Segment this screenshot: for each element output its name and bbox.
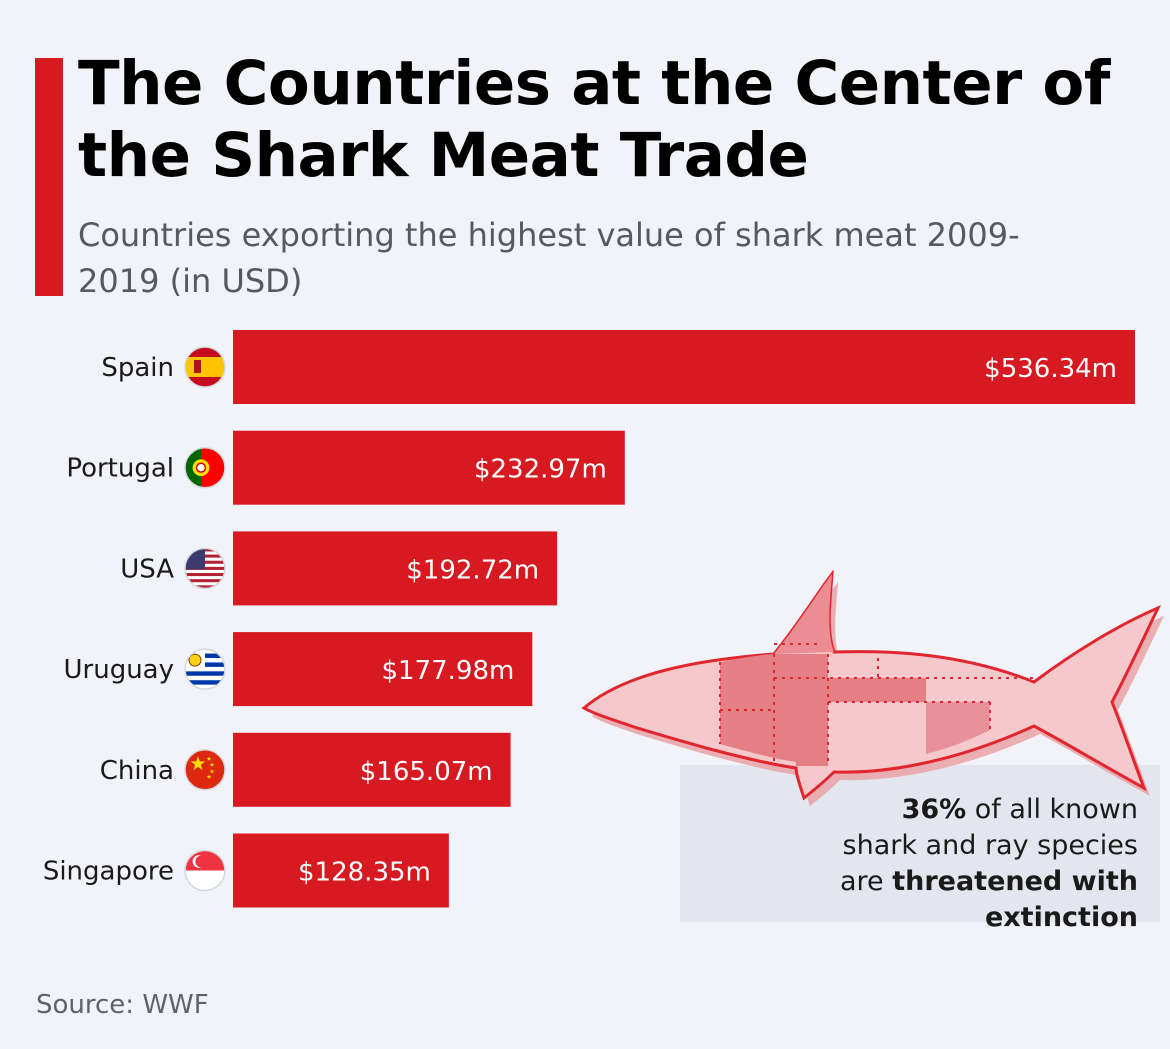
callout-line-1: 36% of all known	[690, 792, 1138, 828]
flag-china-icon	[185, 749, 225, 790]
flag-ring-spain	[184, 346, 226, 388]
flag-spain-icon	[185, 347, 225, 387]
category-label-uruguay: Uruguay	[64, 655, 175, 685]
bar-china	[233, 732, 511, 807]
accent-bar	[35, 58, 63, 296]
flag-ring-portugal	[184, 446, 226, 489]
flag-ring-uruguay	[184, 648, 226, 690]
bar-singapore	[233, 833, 449, 908]
category-label-china: China	[100, 756, 174, 786]
flag-singapore-icon	[185, 850, 225, 891]
callout-line-3-prefix: are	[839, 866, 893, 897]
callout-line-1-rest: of all known	[966, 794, 1138, 825]
callout-box	[680, 765, 1160, 922]
value-label-china: $165.07m	[360, 757, 493, 787]
chart-subtitle: Countries exporting the highest value of…	[78, 216, 1020, 300]
callout-text: 36% of all known shark and ray species a…	[690, 792, 1138, 936]
category-label-singapore: Singapore	[43, 857, 174, 887]
category-label-usa: USA	[120, 554, 174, 584]
flag-ring-usa	[184, 547, 226, 590]
callout-line-3: are threatened with extinction	[690, 864, 1138, 936]
bar-usa	[233, 531, 558, 606]
bar-portugal	[233, 430, 625, 505]
flag-ring-china	[184, 749, 226, 791]
value-label-spain: $536.34m	[984, 354, 1117, 384]
flag-uruguay-icon	[185, 649, 225, 690]
flag-portugal-icon	[185, 447, 225, 488]
callout-line-2: shark and ray species	[842, 830, 1138, 861]
category-label-spain: Spain	[101, 353, 174, 383]
value-label-usa: $192.72m	[406, 555, 539, 585]
source-note: Source: WWF	[36, 990, 209, 1020]
value-label-singapore: $128.35m	[298, 858, 431, 888]
chart-title: The Countries at the Center of the Shark…	[78, 48, 1110, 191]
callout-highlight: 36%	[901, 794, 967, 825]
value-label-portugal: $232.97m	[474, 455, 607, 485]
shark-icon	[581, 570, 1164, 806]
callout-line-3-bold: threatened with extinction	[892, 866, 1138, 933]
flag-ring-singapore	[184, 849, 226, 892]
bar-chart: $536.34m Spain $232.97m Portugal $192.72m USA…	[43, 330, 1135, 908]
value-label-uruguay: $177.98m	[381, 656, 514, 686]
category-label-portugal: Portugal	[66, 454, 174, 484]
bar-uruguay	[233, 632, 533, 707]
bar-spain	[233, 330, 1135, 404]
